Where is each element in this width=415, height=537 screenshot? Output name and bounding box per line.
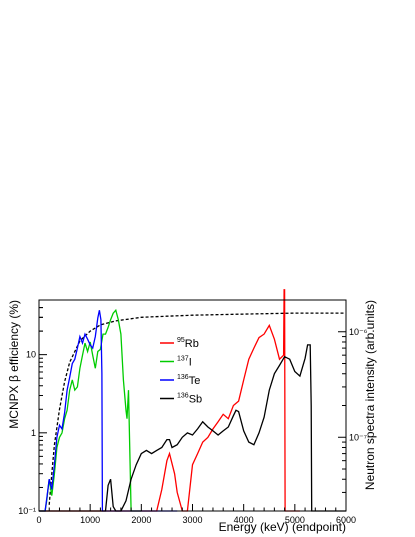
legend-label-I: 137I: [177, 356, 192, 369]
series-line-Rb: [39, 289, 300, 512]
left-y-axis-ticks: 10⁻¹ 1 10: [18, 299, 47, 516]
right-tick-label: 10⁻⁶: [349, 327, 368, 337]
right-y-axis-ticks: 10⁻⁷ 10⁻⁶: [338, 299, 368, 512]
legend: 95Rb 137I 136Te 136Sb: [160, 337, 202, 406]
x-tick-label: 2000: [131, 515, 151, 525]
x-axis-label: Energy (keV) (endpoint): [219, 520, 346, 534]
series-line-efficiency: [48, 312, 346, 505]
x-tick-label: 5000: [285, 515, 305, 525]
series-line-I: [39, 308, 142, 512]
left-tick-label: 1: [31, 428, 36, 438]
x-tick-label: 6000: [336, 515, 356, 525]
legend-label-Sb: 136Sb: [177, 393, 202, 406]
series-line-Te: [39, 310, 178, 512]
legend-label-Rb: 95Rb: [177, 337, 199, 350]
series-line-Sb: [39, 344, 346, 512]
left-tick-label: 10⁻¹: [18, 506, 36, 516]
plot-lines: [39, 289, 346, 512]
x-tick-label: 0: [36, 515, 41, 525]
x-tick-label: 3000: [182, 515, 202, 525]
x-axis-ticks: 0 1000 2000 3000 4000 5000 6000: [36, 504, 356, 525]
x-tick-label: 4000: [234, 515, 254, 525]
left-y-axis-label: MCNPX β efficiency (%): [7, 300, 21, 429]
right-tick-label: 10⁻⁷: [349, 432, 367, 442]
legend-label-Te: 136Te: [177, 374, 200, 387]
right-y-axis-label: Neutron spectra intensity (arb.units): [363, 300, 377, 490]
x-tick-label: 1000: [80, 515, 100, 525]
left-tick-label: 10: [26, 350, 36, 360]
